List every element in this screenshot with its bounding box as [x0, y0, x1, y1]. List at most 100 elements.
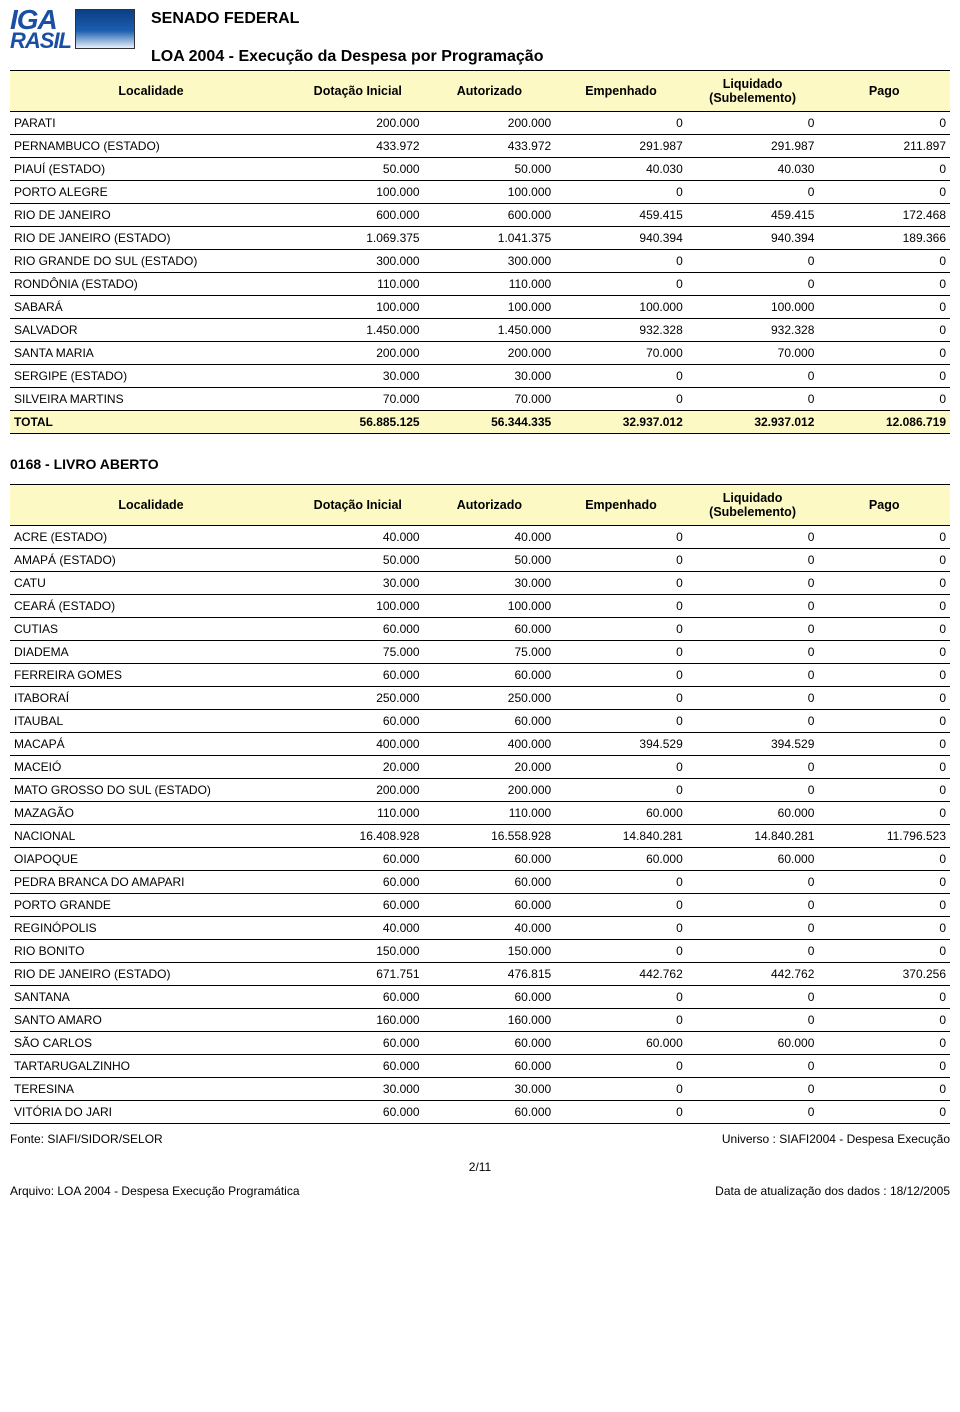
cell-num: 60.000 — [292, 1032, 424, 1055]
cell-num: 0 — [818, 618, 950, 641]
cell-total: 12.086.719 — [818, 411, 950, 434]
table-row: VITÓRIA DO JARI60.00060.000000 — [10, 1101, 950, 1124]
table-row: DIADEMA75.00075.000000 — [10, 641, 950, 664]
cell-num: 932.328 — [555, 319, 687, 342]
table-row: FERREIRA GOMES60.00060.000000 — [10, 664, 950, 687]
cell-num: 60.000 — [555, 1032, 687, 1055]
cell-num: 0 — [555, 112, 687, 135]
cell-num: 0 — [555, 664, 687, 687]
col-empenhado: Empenhado — [555, 71, 687, 112]
cell-num: 60.000 — [424, 871, 556, 894]
cell-num: 60.000 — [424, 1032, 556, 1055]
cell-num: 75.000 — [292, 641, 424, 664]
cell-num: 20.000 — [292, 756, 424, 779]
cell-num: 0 — [818, 526, 950, 549]
cell-num: 60.000 — [292, 710, 424, 733]
cell-num: 0 — [687, 549, 819, 572]
cell-num: 0 — [555, 1078, 687, 1101]
cell-total: 56.344.335 — [424, 411, 556, 434]
cell-num: 60.000 — [292, 618, 424, 641]
footer-row-1: Fonte: SIAFI/SIDOR/SELOR Universo : SIAF… — [10, 1132, 950, 1146]
cell-num: 60.000 — [292, 664, 424, 687]
cell-num: 300.000 — [424, 250, 556, 273]
titles: SENADO FEDERAL LOA 2004 - Execução da De… — [141, 8, 543, 66]
cell-num: 0 — [555, 894, 687, 917]
cell-num: 60.000 — [424, 710, 556, 733]
cell-num: 0 — [818, 250, 950, 273]
cell-loc: TARTARUGALZINHO — [10, 1055, 292, 1078]
cell-num: 1.041.375 — [424, 227, 556, 250]
table-row: ITAUBAL60.00060.000000 — [10, 710, 950, 733]
cell-num: 40.030 — [555, 158, 687, 181]
cell-num: 0 — [555, 549, 687, 572]
cell-num: 459.415 — [555, 204, 687, 227]
cell-num: 14.840.281 — [687, 825, 819, 848]
cell-num: 0 — [818, 342, 950, 365]
cell-num: 250.000 — [424, 687, 556, 710]
cell-loc: MACEIÓ — [10, 756, 292, 779]
cell-num: 0 — [818, 388, 950, 411]
table-row: OIAPOQUE60.00060.00060.00060.0000 — [10, 848, 950, 871]
cell-num: 300.000 — [292, 250, 424, 273]
cell-loc: RIO DE JANEIRO — [10, 204, 292, 227]
cell-loc: TERESINA — [10, 1078, 292, 1101]
cell-num: 0 — [687, 618, 819, 641]
cell-num: 200.000 — [292, 112, 424, 135]
cell-num: 0 — [818, 871, 950, 894]
cell-num: 100.000 — [555, 296, 687, 319]
cell-num: 100.000 — [292, 181, 424, 204]
cell-num: 189.366 — [818, 227, 950, 250]
cell-num: 100.000 — [424, 181, 556, 204]
cell-loc: DIADEMA — [10, 641, 292, 664]
cell-num: 0 — [687, 1009, 819, 1032]
cell-num: 0 — [687, 641, 819, 664]
cell-num: 16.408.928 — [292, 825, 424, 848]
table-row: RIO BONITO150.000150.000000 — [10, 940, 950, 963]
table-row: PORTO GRANDE60.00060.000000 — [10, 894, 950, 917]
cell-num: 0 — [687, 572, 819, 595]
table-row: CUTIAS60.00060.000000 — [10, 618, 950, 641]
table-row: REGINÓPOLIS40.00040.000000 — [10, 917, 950, 940]
cell-num: 433.972 — [424, 135, 556, 158]
col-liquidado: Liquidado (Subelemento) — [687, 485, 819, 526]
col-dotacao: Dotação Inicial — [292, 485, 424, 526]
col-liquidado: Liquidado (Subelemento) — [687, 71, 819, 112]
cell-loc: AMAPÁ (ESTADO) — [10, 549, 292, 572]
cell-num: 60.000 — [292, 1101, 424, 1124]
cell-num: 442.762 — [555, 963, 687, 986]
cell-num: 0 — [555, 595, 687, 618]
logo-flag-icon — [75, 9, 135, 49]
cell-num: 394.529 — [555, 733, 687, 756]
cell-num: 200.000 — [292, 342, 424, 365]
cell-num: 250.000 — [292, 687, 424, 710]
table-row: PARATI200.000200.000000 — [10, 112, 950, 135]
col-localidade: Localidade — [10, 71, 292, 112]
cell-num: 40.000 — [424, 526, 556, 549]
cell-num: 400.000 — [292, 733, 424, 756]
table-2: Localidade Dotação Inicial Autorizado Em… — [10, 484, 950, 1124]
cell-num: 0 — [555, 710, 687, 733]
cell-loc: VITÓRIA DO JARI — [10, 1101, 292, 1124]
footer-data: Data de atualização dos dados : 18/12/20… — [715, 1184, 950, 1198]
col-pago: Pago — [818, 71, 950, 112]
table-header-row: Localidade Dotação Inicial Autorizado Em… — [10, 71, 950, 112]
cell-loc: PARATI — [10, 112, 292, 135]
cell-num: 60.000 — [424, 986, 556, 1009]
col-pago: Pago — [818, 485, 950, 526]
cell-num: 0 — [687, 986, 819, 1009]
table-row: RIO GRANDE DO SUL (ESTADO)300.000300.000… — [10, 250, 950, 273]
col-autorizado: Autorizado — [424, 71, 556, 112]
table-row: SANTANA60.00060.000000 — [10, 986, 950, 1009]
table-row: SANTA MARIA200.000200.00070.00070.0000 — [10, 342, 950, 365]
cell-num: 110.000 — [424, 273, 556, 296]
footer-fonte: Fonte: SIAFI/SIDOR/SELOR — [10, 1132, 163, 1146]
report-title: LOA 2004 - Execução da Despesa por Progr… — [151, 48, 543, 66]
cell-num: 0 — [818, 1101, 950, 1124]
table-row: RIO DE JANEIRO600.000600.000459.415459.4… — [10, 204, 950, 227]
cell-num: 0 — [555, 940, 687, 963]
cell-num: 60.000 — [424, 894, 556, 917]
cell-num: 30.000 — [424, 365, 556, 388]
cell-num: 671.751 — [292, 963, 424, 986]
cell-loc: NACIONAL — [10, 825, 292, 848]
logo: IGA RASIL — [10, 8, 135, 50]
